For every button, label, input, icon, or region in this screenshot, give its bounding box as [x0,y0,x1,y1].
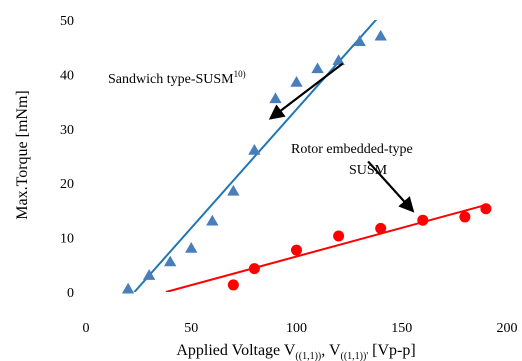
x-axis-title: Applied Voltage V((1,1)), V((1,1))' [Vp-… [176,342,415,361]
triangle-point [227,184,240,196]
x-tick-label: 50 [184,321,198,336]
triangle-point [185,241,198,253]
data-markers [121,29,492,294]
rotor-series-label-line1: Rotor embedded-type [291,142,413,157]
triangle-point [311,62,324,74]
y-tick-label: 10 [60,232,74,247]
y-tick-label: 50 [60,14,74,29]
triangle-point [374,29,387,41]
triangle-point [290,76,303,87]
y-tick-label: 0 [67,286,74,301]
circle-point [459,211,471,223]
x-tick-label: 100 [286,321,307,336]
triangle-point [164,255,177,267]
circle-point [417,214,429,226]
circle-point [375,222,387,234]
annotation-arrow-1 [367,160,415,213]
triangle-point [142,269,156,280]
y-tick-label: 30 [60,123,74,138]
triangle-point [121,282,135,294]
triangle-point [269,92,282,104]
x-tick-label: 0 [83,321,90,336]
circle-point [480,203,492,215]
sandwich-series-label: Sandwich type-SUSM10) [108,69,246,87]
triangle-point [206,214,219,226]
annotation-arrows [268,62,415,213]
y-axis-title: Max.Torque [mNm] [14,90,31,220]
y-tick-label: 20 [60,177,74,192]
fit-line-series-1 [165,203,487,292]
triangle-point [248,144,261,155]
circle-point [248,263,260,275]
circle-point [333,230,345,242]
tick-labels: 0 50 100 150 200 0 10 20 30 40 50 [60,14,518,336]
y-tick-label: 40 [60,68,74,83]
x-tick-label: 200 [497,321,518,336]
circle-point [227,279,239,291]
annotation-arrow-0 [268,62,344,120]
rotor-series-label-line2: SUSM [349,163,388,178]
x-tick-label: 150 [391,321,412,336]
triangle-point [353,35,366,46]
triangle-point [332,54,345,66]
circle-point [291,244,302,256]
